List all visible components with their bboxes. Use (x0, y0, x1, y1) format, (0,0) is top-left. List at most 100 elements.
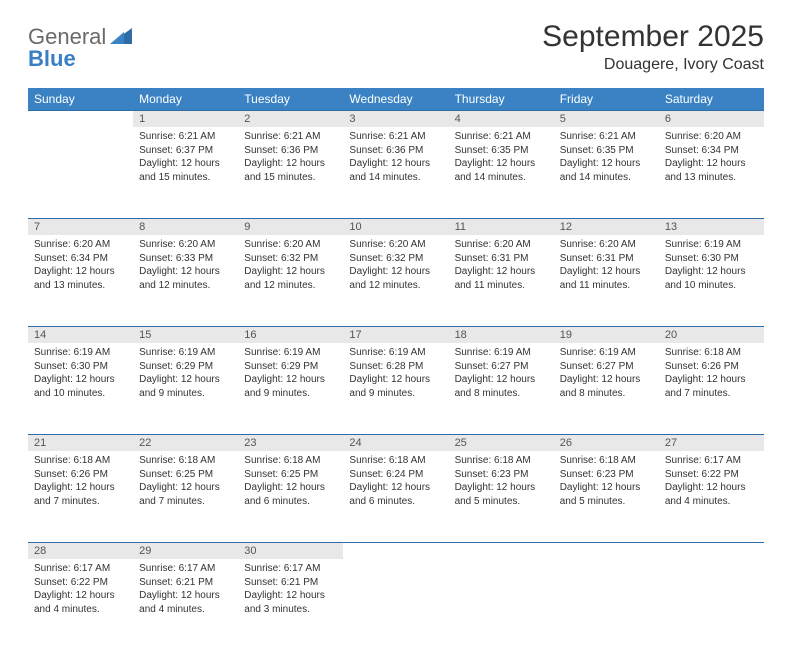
sunset-label: Sunset: 6:27 PM (560, 360, 653, 374)
daylight-label-1: Daylight: 12 hours (560, 265, 653, 279)
sunset-label: Sunset: 6:26 PM (34, 468, 127, 482)
day-cell: Sunrise: 6:20 AMSunset: 6:33 PMDaylight:… (133, 235, 238, 327)
daylight-label-1: Daylight: 12 hours (244, 589, 337, 603)
daylight-label-1: Daylight: 12 hours (455, 265, 548, 279)
daylight-label-2: and 5 minutes. (455, 495, 548, 509)
sunset-label: Sunset: 6:35 PM (560, 144, 653, 158)
sunrise-label: Sunrise: 6:18 AM (665, 346, 758, 360)
daylight-label-2: and 6 minutes. (349, 495, 442, 509)
day-number: 27 (659, 435, 764, 452)
daylight-label-1: Daylight: 12 hours (34, 589, 127, 603)
sunset-label: Sunset: 6:37 PM (139, 144, 232, 158)
daylight-label-2: and 6 minutes. (244, 495, 337, 509)
day-number: 18 (449, 327, 554, 344)
daynum-row: 78910111213 (28, 219, 764, 236)
daylight-label-2: and 8 minutes. (455, 387, 548, 401)
day-number: 2 (238, 111, 343, 128)
daylight-label-2: and 5 minutes. (560, 495, 653, 509)
day-number: 12 (554, 219, 659, 236)
day-cell: Sunrise: 6:20 AMSunset: 6:32 PMDaylight:… (238, 235, 343, 327)
daylight-label-1: Daylight: 12 hours (34, 373, 127, 387)
daylight-label-2: and 12 minutes. (139, 279, 232, 293)
daylight-label-1: Daylight: 12 hours (349, 265, 442, 279)
day-number (343, 543, 448, 560)
daylight-label-2: and 7 minutes. (665, 387, 758, 401)
sunset-label: Sunset: 6:25 PM (244, 468, 337, 482)
day-cell: Sunrise: 6:21 AMSunset: 6:35 PMDaylight:… (449, 127, 554, 219)
daylight-label-2: and 15 minutes. (244, 171, 337, 185)
daylight-label-2: and 9 minutes. (244, 387, 337, 401)
calendar-table: Sunday Monday Tuesday Wednesday Thursday… (28, 88, 764, 650)
daylight-label-1: Daylight: 12 hours (665, 157, 758, 171)
daylight-label-1: Daylight: 12 hours (665, 265, 758, 279)
sunset-label: Sunset: 6:23 PM (560, 468, 653, 482)
day-cell: Sunrise: 6:18 AMSunset: 6:26 PMDaylight:… (659, 343, 764, 435)
day-number: 16 (238, 327, 343, 344)
sunset-label: Sunset: 6:34 PM (34, 252, 127, 266)
day-cell: Sunrise: 6:21 AMSunset: 6:37 PMDaylight:… (133, 127, 238, 219)
daylight-label-1: Daylight: 12 hours (139, 157, 232, 171)
day-cell: Sunrise: 6:18 AMSunset: 6:23 PMDaylight:… (554, 451, 659, 543)
daylight-label-2: and 9 minutes. (139, 387, 232, 401)
day-cell: Sunrise: 6:19 AMSunset: 6:29 PMDaylight:… (238, 343, 343, 435)
sunset-label: Sunset: 6:22 PM (665, 468, 758, 482)
day-cell: Sunrise: 6:21 AMSunset: 6:36 PMDaylight:… (238, 127, 343, 219)
sunset-label: Sunset: 6:29 PM (139, 360, 232, 374)
sunrise-label: Sunrise: 6:20 AM (349, 238, 442, 252)
day-number: 14 (28, 327, 133, 344)
daylight-label-2: and 8 minutes. (560, 387, 653, 401)
sunrise-label: Sunrise: 6:20 AM (560, 238, 653, 252)
daylight-label-1: Daylight: 12 hours (349, 157, 442, 171)
page-header: General Blue September 2025 Douagere, Iv… (28, 20, 764, 74)
day-cell: Sunrise: 6:18 AMSunset: 6:25 PMDaylight:… (133, 451, 238, 543)
sunrise-label: Sunrise: 6:17 AM (139, 562, 232, 576)
day-number: 17 (343, 327, 448, 344)
content-row: Sunrise: 6:21 AMSunset: 6:37 PMDaylight:… (28, 127, 764, 219)
sunrise-label: Sunrise: 6:18 AM (139, 454, 232, 468)
content-row: Sunrise: 6:19 AMSunset: 6:30 PMDaylight:… (28, 343, 764, 435)
daylight-label-2: and 4 minutes. (34, 603, 127, 617)
sunrise-label: Sunrise: 6:17 AM (244, 562, 337, 576)
sunrise-label: Sunrise: 6:20 AM (455, 238, 548, 252)
day-number: 5 (554, 111, 659, 128)
day-cell: Sunrise: 6:20 AMSunset: 6:34 PMDaylight:… (28, 235, 133, 327)
sunset-label: Sunset: 6:36 PM (349, 144, 442, 158)
daylight-label-2: and 4 minutes. (665, 495, 758, 509)
daylight-label-2: and 12 minutes. (349, 279, 442, 293)
day-number: 25 (449, 435, 554, 452)
day-number: 28 (28, 543, 133, 560)
day-cell: Sunrise: 6:18 AMSunset: 6:25 PMDaylight:… (238, 451, 343, 543)
day-cell (343, 559, 448, 650)
sunset-label: Sunset: 6:21 PM (244, 576, 337, 590)
daynum-row: 282930 (28, 543, 764, 560)
brand-blue: Blue (28, 46, 76, 71)
daylight-label-1: Daylight: 12 hours (139, 589, 232, 603)
day-cell: Sunrise: 6:19 AMSunset: 6:30 PMDaylight:… (659, 235, 764, 327)
day-cell: Sunrise: 6:20 AMSunset: 6:31 PMDaylight:… (449, 235, 554, 327)
day-number: 1 (133, 111, 238, 128)
day-cell: Sunrise: 6:21 AMSunset: 6:36 PMDaylight:… (343, 127, 448, 219)
day-number: 3 (343, 111, 448, 128)
sunrise-label: Sunrise: 6:21 AM (455, 130, 548, 144)
daylight-label-1: Daylight: 12 hours (244, 373, 337, 387)
sunset-label: Sunset: 6:31 PM (455, 252, 548, 266)
day-number: 11 (449, 219, 554, 236)
sunset-label: Sunset: 6:28 PM (349, 360, 442, 374)
daylight-label-1: Daylight: 12 hours (34, 481, 127, 495)
day-cell: Sunrise: 6:21 AMSunset: 6:35 PMDaylight:… (554, 127, 659, 219)
sunset-label: Sunset: 6:30 PM (665, 252, 758, 266)
sunset-label: Sunset: 6:36 PM (244, 144, 337, 158)
daynum-row: 21222324252627 (28, 435, 764, 452)
dh-mon: Monday (133, 88, 238, 111)
day-number: 21 (28, 435, 133, 452)
dh-fri: Friday (554, 88, 659, 111)
daylight-label-1: Daylight: 12 hours (139, 265, 232, 279)
daylight-label-1: Daylight: 12 hours (349, 373, 442, 387)
day-number: 22 (133, 435, 238, 452)
dh-sun: Sunday (28, 88, 133, 111)
sunrise-label: Sunrise: 6:19 AM (349, 346, 442, 360)
sunrise-label: Sunrise: 6:18 AM (244, 454, 337, 468)
day-number: 19 (554, 327, 659, 344)
daylight-label-2: and 11 minutes. (455, 279, 548, 293)
day-cell: Sunrise: 6:17 AMSunset: 6:21 PMDaylight:… (238, 559, 343, 650)
